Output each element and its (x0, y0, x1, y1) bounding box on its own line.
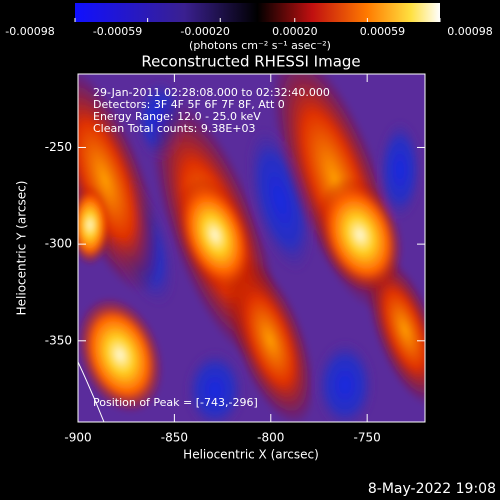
x-tick-label: -900 (64, 431, 91, 445)
chart-title: Reconstructed RHESSI Image (141, 53, 360, 71)
x-axis-label: Heliocentric X (arcsec) (183, 448, 319, 462)
y-tick-label: -300 (45, 237, 72, 251)
peak-label: Position of Peak = [-743,-296] (93, 396, 258, 409)
plot-frame (77, 73, 426, 423)
annotation: 29-Jan-2011 02:28:08.000 to 02:32:40.000 (93, 86, 330, 99)
x-tick-label: -850 (161, 431, 188, 445)
annotation: Energy Range: 12.0 - 25.0 keV (93, 110, 261, 123)
colorbar-tick-label: -0.00098 (5, 25, 54, 38)
colorbar-tick-label: 0.00059 (360, 25, 406, 38)
x-tick-label: -800 (257, 431, 284, 445)
y-tick-label: -350 (45, 333, 72, 347)
annotation: Clean Total counts: 9.38E+03 (93, 122, 256, 135)
footer-date: 8-May-2022 19:08 (368, 481, 496, 497)
x-tick-label: -750 (354, 431, 381, 445)
colorbar-tick-label: -0.00020 (180, 25, 229, 38)
colorbar-tick-label: 0.00098 (447, 25, 493, 38)
y-axis-label: Heliocentric Y (arcsec) (15, 181, 29, 316)
colorbar-tick-label: 0.00020 (272, 25, 318, 38)
colorbar-tick-label: -0.00059 (93, 25, 142, 38)
colorbar-label: (photons cm⁻² s⁻¹ asec⁻²) (189, 39, 331, 52)
y-tick-label: -250 (45, 140, 72, 154)
colorbar (75, 3, 440, 22)
annotation: Detectors: 3F 4F 5F 6F 7F 8F, Att 0 (93, 98, 285, 111)
